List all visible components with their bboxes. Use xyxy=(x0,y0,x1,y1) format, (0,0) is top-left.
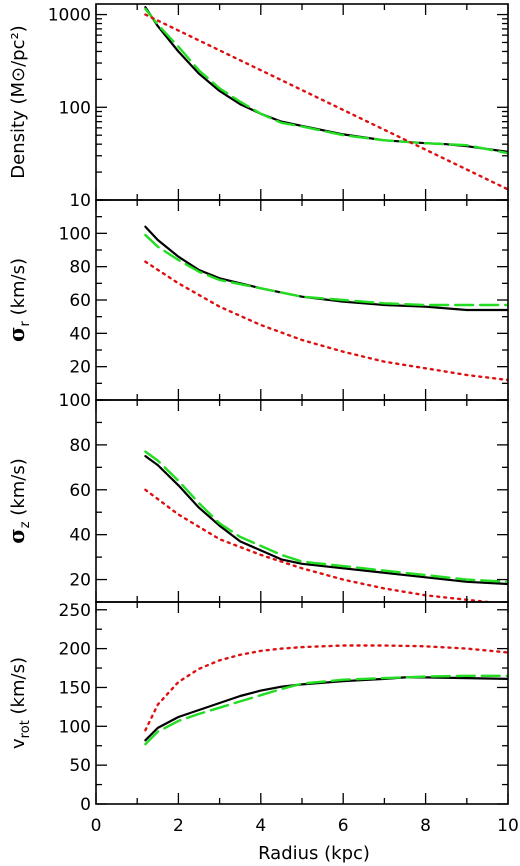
y-tick-label: 20 xyxy=(69,571,91,591)
series-dashed-line xyxy=(144,233,508,307)
y-tick-label: 60 xyxy=(69,291,91,311)
series-solid-line xyxy=(144,676,508,742)
x-tick-label: 4 xyxy=(255,816,266,836)
y-tick-label: 100 xyxy=(59,717,91,737)
y-tick-label: 0 xyxy=(80,795,91,815)
plot-frame xyxy=(95,3,509,201)
y-tick-label: 200 xyxy=(59,640,91,660)
y-tick-label: 40 xyxy=(69,526,91,546)
y-tick-label: 80 xyxy=(69,436,91,456)
panel-4: 0 50 100 150 200 250 0 2 4 6 8 10 Radius (kpc) vrot (… xyxy=(8,601,519,864)
panel-3: 20 40 60 80 100 σz (km/s) xyxy=(4,391,509,603)
y-tick-label: 100 xyxy=(59,98,91,118)
x-axis-title: Radius (kpc) xyxy=(258,843,370,864)
y-tick-label: 40 xyxy=(69,324,91,344)
x-tick-label: 6 xyxy=(338,816,349,836)
y-tick-label: 60 xyxy=(69,481,91,501)
y-tick-label: 10 xyxy=(69,191,91,211)
series-dashed-line xyxy=(144,674,508,746)
panel-2: 20 40 60 80 100 σr (km/s) xyxy=(4,199,509,401)
y-axis-title: vrot (km/s) xyxy=(8,657,33,749)
x-tick-label: 8 xyxy=(420,816,431,836)
y-tick-label: 250 xyxy=(59,601,91,621)
y-tick-label: 20 xyxy=(69,358,91,378)
series-dashed-line xyxy=(144,450,508,583)
x-tick-label: 2 xyxy=(173,816,184,836)
series-dotted-line xyxy=(144,644,508,732)
series-solid-line xyxy=(144,225,508,312)
y-axis-title: Density (M⊙/pc²) xyxy=(8,25,29,178)
series-dotted-line xyxy=(144,488,499,602)
y-tick-label: 100 xyxy=(59,391,91,411)
y-tick-label: 1000 xyxy=(48,6,91,26)
series-dotted-line xyxy=(144,260,508,382)
series-dashed-line xyxy=(144,7,508,155)
y-axis-title: σz (km/s) xyxy=(4,458,33,543)
series-solid-line xyxy=(144,6,508,153)
plot-frame xyxy=(95,199,509,401)
y-tick-label: 50 xyxy=(69,756,91,776)
y-tick-label: 80 xyxy=(69,258,91,278)
plot-frame xyxy=(95,399,509,603)
y-tick-label: 100 xyxy=(59,224,91,244)
x-tick-label: 0 xyxy=(91,816,102,836)
x-tick-label: 10 xyxy=(497,816,519,836)
series-dotted-line xyxy=(144,13,508,191)
y-tick-label: 150 xyxy=(59,678,91,698)
series-solid-line xyxy=(144,455,508,586)
y-axis-title: σr (km/s) xyxy=(4,258,33,342)
panel-1: 10 100 1000 Density (M⊙/pc²) xyxy=(8,3,509,211)
